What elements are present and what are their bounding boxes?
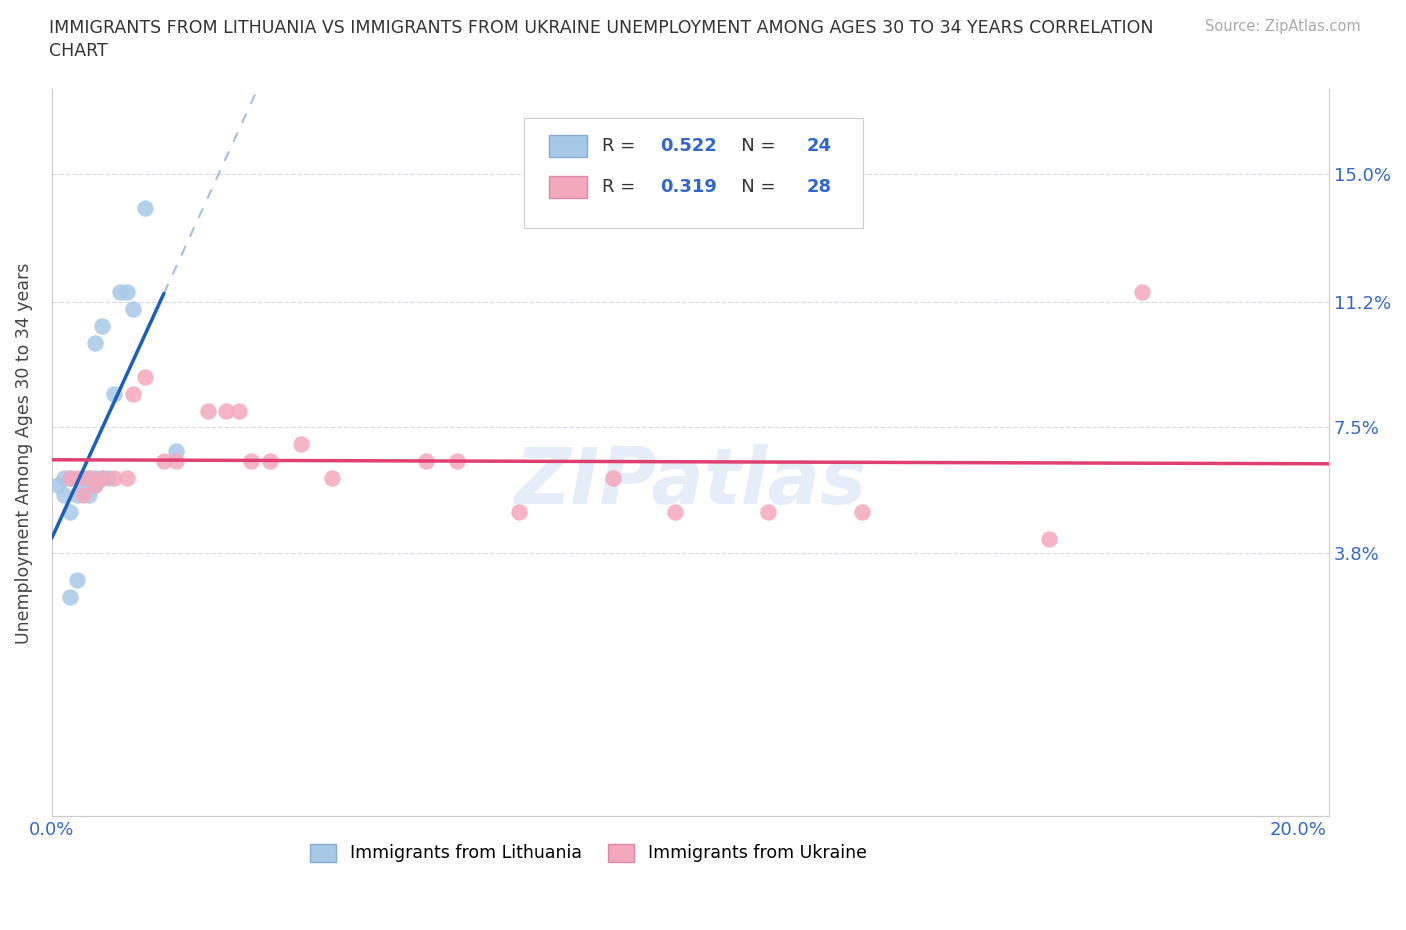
Point	[851, 505, 873, 520]
Point	[77, 487, 100, 502]
Point	[77, 471, 100, 485]
Text: R =: R =	[602, 178, 641, 196]
Point	[415, 454, 437, 469]
Point	[84, 471, 107, 485]
Text: R =: R =	[602, 137, 641, 155]
Y-axis label: Unemployment Among Ages 30 to 34 years: Unemployment Among Ages 30 to 34 years	[15, 262, 32, 644]
Bar	[548, 135, 586, 157]
Point	[121, 386, 143, 401]
Point	[66, 471, 89, 485]
Point	[115, 285, 138, 299]
Text: N =: N =	[724, 137, 780, 155]
Point	[290, 437, 312, 452]
Text: Source: ZipAtlas.com: Source: ZipAtlas.com	[1205, 19, 1361, 33]
Point	[59, 505, 82, 520]
Point	[90, 471, 112, 485]
Point	[153, 454, 176, 469]
Point	[97, 471, 120, 485]
Point	[134, 369, 156, 384]
Point	[72, 487, 94, 502]
Text: N =: N =	[724, 178, 780, 196]
Point	[259, 454, 281, 469]
Point	[66, 487, 89, 502]
Point	[72, 471, 94, 485]
Point	[197, 403, 219, 418]
Point	[756, 505, 779, 520]
Text: IMMIGRANTS FROM LITHUANIA VS IMMIGRANTS FROM UKRAINE UNEMPLOYMENT AMONG AGES 30 : IMMIGRANTS FROM LITHUANIA VS IMMIGRANTS …	[49, 19, 1154, 36]
Point	[1130, 285, 1153, 299]
Point	[84, 477, 107, 492]
Point	[59, 589, 82, 604]
Point	[110, 285, 132, 299]
Point	[134, 200, 156, 215]
Point	[72, 477, 94, 492]
Point	[66, 572, 89, 587]
Point	[664, 505, 686, 520]
Point	[59, 471, 82, 485]
Bar	[548, 176, 586, 198]
Point	[53, 487, 76, 502]
FancyBboxPatch shape	[524, 118, 863, 228]
Legend: Immigrants from Lithuania, Immigrants from Ukraine: Immigrants from Lithuania, Immigrants fr…	[302, 837, 873, 870]
Point	[321, 471, 343, 485]
Point	[240, 454, 263, 469]
Point	[84, 336, 107, 351]
Text: CHART: CHART	[49, 42, 108, 60]
Point	[165, 454, 187, 469]
Point	[77, 471, 100, 485]
Point	[446, 454, 468, 469]
Point	[90, 471, 112, 485]
Point	[84, 477, 107, 492]
Point	[103, 471, 125, 485]
Point	[103, 386, 125, 401]
Point	[90, 319, 112, 334]
Text: ZIPatlas: ZIPatlas	[515, 444, 866, 520]
Point	[1038, 532, 1060, 547]
Point	[165, 444, 187, 458]
Point	[508, 505, 530, 520]
Point	[228, 403, 250, 418]
Point	[602, 471, 624, 485]
Point	[59, 471, 82, 485]
Text: 28: 28	[807, 178, 832, 196]
Point	[115, 471, 138, 485]
Point	[215, 403, 238, 418]
Point	[121, 301, 143, 316]
Text: 24: 24	[807, 137, 831, 155]
Text: 0.319: 0.319	[659, 178, 717, 196]
Point	[53, 471, 76, 485]
Point	[46, 477, 69, 492]
Text: 0.522: 0.522	[659, 137, 717, 155]
